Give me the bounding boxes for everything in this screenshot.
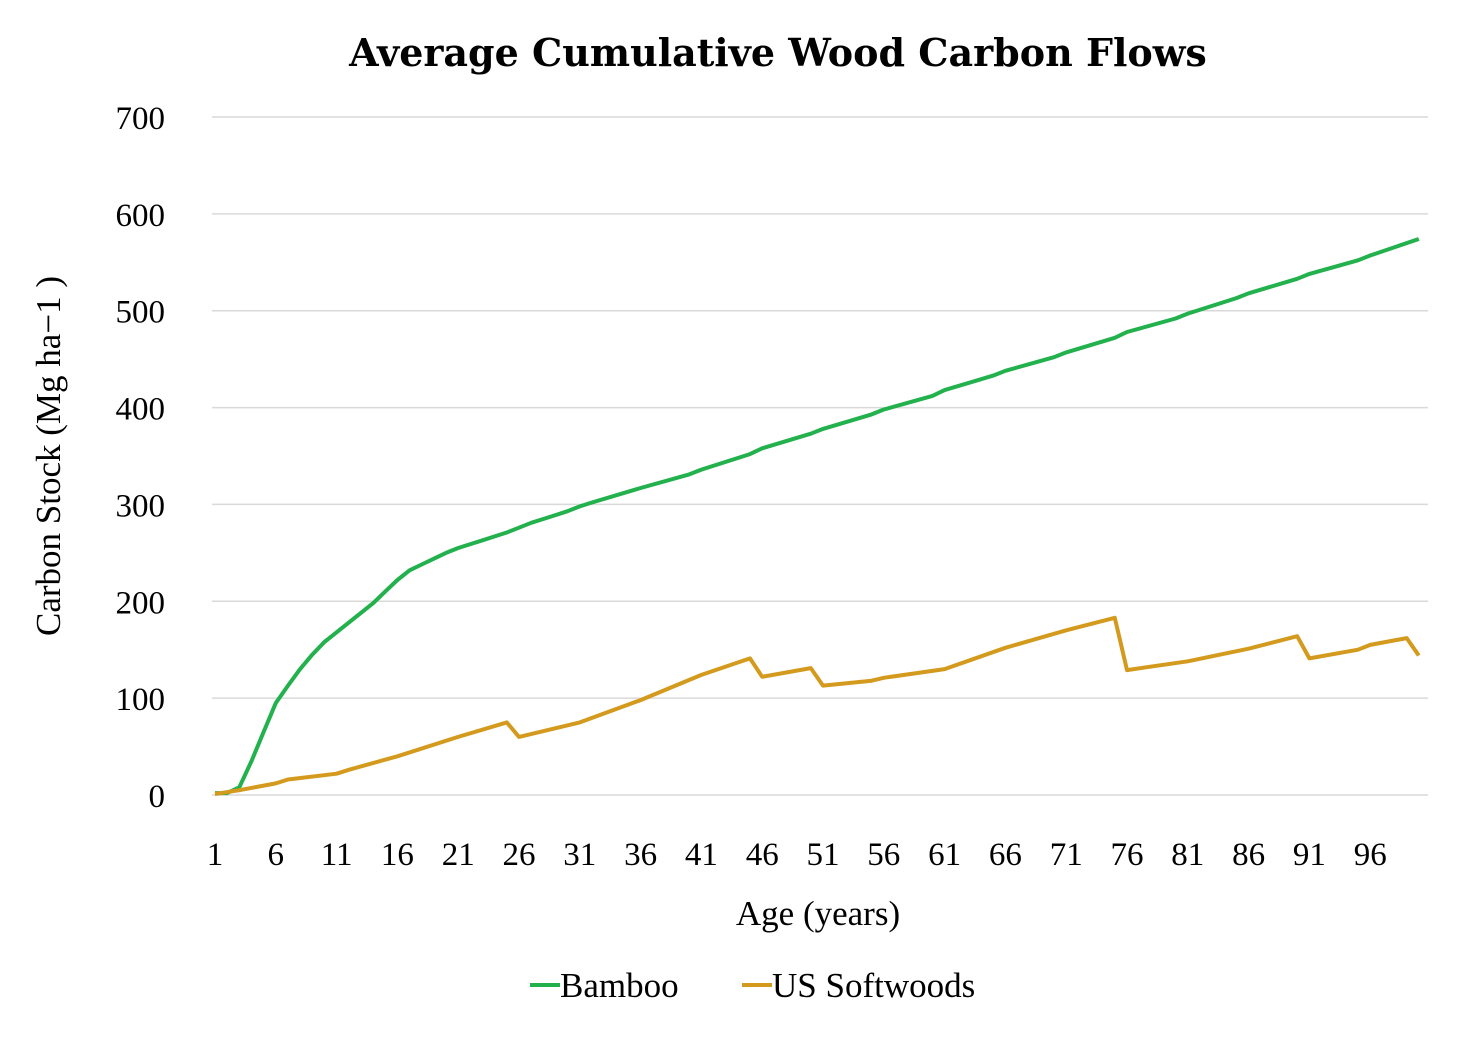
x-tick-label: 36 (624, 837, 657, 873)
y-tick-label: 100 (116, 682, 166, 718)
x-tick-label: 96 (1354, 837, 1387, 873)
x-tick-label: 6 (268, 837, 285, 873)
gridlines (212, 116, 1428, 796)
x-tick-label: 11 (321, 837, 353, 873)
x-tick-label: 81 (1171, 837, 1204, 873)
series-line-bamboo (215, 237, 1420, 796)
x-tick-label: 16 (381, 837, 414, 873)
legend: Bamboo US Softwoods (530, 966, 975, 1005)
series-line-us-softwoods (214, 615, 1421, 796)
y-tick-label: 300 (116, 488, 166, 524)
y-tick-label: 500 (116, 295, 166, 331)
legend-label-us-softwoods: US Softwoods (772, 966, 975, 1005)
x-tick-label: 66 (989, 837, 1022, 873)
x-tick-label: 1 (207, 837, 224, 873)
y-tick-label: 200 (116, 585, 166, 621)
x-tick-label: 71 (1050, 837, 1083, 873)
series-lines (214, 237, 1421, 796)
x-tick-label: 21 (442, 837, 475, 873)
y-tick-label: 0 (149, 779, 166, 815)
x-tick-label: 31 (563, 837, 596, 873)
y-axis-label: Carbon Stock (Mg ha−1 ) (29, 276, 68, 636)
y-tick-label: 600 (116, 198, 166, 234)
x-axis-ticks: 1 6 11 16 21 26 31 36 41 46 51 56 61 66 71 76 81 86 91 96 (207, 837, 1387, 873)
x-tick-label: 56 (867, 837, 900, 873)
y-tick-label: 700 (116, 101, 166, 137)
x-axis-label: Age (years) (736, 894, 900, 933)
x-tick-label: 91 (1293, 837, 1326, 873)
x-tick-label: 41 (685, 837, 718, 873)
x-tick-label: 26 (503, 837, 536, 873)
y-axis-ticks: 0 100 200 300 400 500 600 700 (116, 101, 166, 815)
x-tick-label: 51 (807, 837, 840, 873)
y-tick-label: 400 (116, 392, 166, 428)
x-tick-label: 46 (746, 837, 779, 873)
legend-label-bamboo: Bamboo (560, 966, 679, 1005)
x-tick-label: 61 (928, 837, 961, 873)
x-tick-label: 76 (1111, 837, 1144, 873)
x-tick-label: 86 (1232, 837, 1265, 873)
chart-title: Average Cumulative Wood Carbon Flows (348, 30, 1207, 75)
